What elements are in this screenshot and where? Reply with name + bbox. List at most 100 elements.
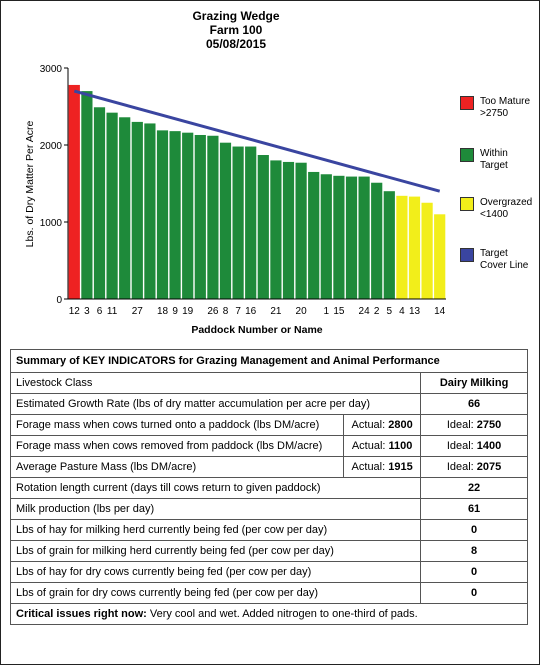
table-row: Rotation length current (days till cows … — [9, 477, 528, 499]
bar-4 — [119, 117, 131, 299]
x-tick-label: 1 — [324, 306, 330, 317]
x-tick-label: 19 — [182, 306, 194, 317]
x-tick-label: 21 — [270, 306, 282, 317]
bar-18 — [295, 162, 307, 299]
bar-7 — [156, 130, 169, 299]
legend-label-line: Target — [480, 248, 508, 259]
row-value: 0 — [420, 519, 528, 541]
bar-24 — [371, 182, 383, 299]
critical-issues: Critical issues right now: Very cool and… — [10, 603, 528, 625]
ideal-label: Ideal: — [446, 461, 477, 473]
row-label: Lbs of grain for milking herd currently … — [9, 540, 422, 562]
bar-1 — [81, 91, 93, 299]
legend-swatch — [460, 248, 474, 262]
bar-23 — [358, 176, 370, 299]
x-tick-label: 13 — [409, 306, 421, 317]
row-value: 22 — [420, 477, 528, 499]
actual-value: 2800 — [388, 419, 413, 431]
bar-14 — [245, 146, 257, 299]
row-label: Livestock Class — [9, 372, 422, 394]
legend-label-line: Cover Line — [480, 260, 529, 271]
legend-label-line: Target — [480, 160, 508, 171]
row-label: Lbs of hay for dry cows currently being … — [9, 561, 422, 583]
chart-title-line-1: Grazing Wedge — [192, 9, 280, 23]
row-value: 0 — [420, 561, 528, 583]
target-cover-line — [73, 89, 441, 193]
row-label: Lbs of grain for dry cows currently bein… — [9, 582, 422, 604]
row-label: Forage mass when cows removed from paddo… — [9, 435, 345, 457]
bar-16 — [270, 160, 282, 299]
ideal-cell: Ideal: 2075 — [420, 456, 528, 478]
actual-label: Actual: — [351, 461, 389, 473]
legend-label-line: Too Mature — [480, 96, 531, 107]
table-row: Forage mass when cows removed from paddo… — [9, 435, 528, 457]
table-row: Lbs of grain for dry cows currently bein… — [9, 582, 528, 604]
row-value: 8 — [420, 540, 528, 562]
bar-19 — [308, 171, 320, 299]
row-label: Rotation length current (days till cows … — [9, 477, 422, 499]
x-tick-label: 5 — [387, 306, 393, 317]
bars — [68, 84, 446, 300]
bar-21 — [333, 175, 345, 299]
x-tick-label: 20 — [296, 306, 308, 317]
table-title: Summary of KEY INDICATORS for Grazing Ma… — [10, 349, 528, 373]
chart-title: Grazing Wedge Farm 100 05/08/2015 — [1, 9, 471, 51]
ideal-value: 1400 — [476, 440, 502, 452]
x-tick-label: 24 — [359, 306, 371, 317]
row-value: Dairy Milking — [420, 372, 528, 394]
y-tick-label: 1000 — [40, 218, 63, 229]
x-tick-label: 3 — [84, 306, 90, 317]
bar-9 — [182, 132, 194, 299]
bar-3 — [106, 112, 118, 299]
x-tick-label: 2 — [374, 306, 380, 317]
table-row: Forage mass when cows turned onto a padd… — [9, 414, 528, 436]
critical-issues-label: Critical issues right now: — [16, 608, 150, 620]
x-axis-tick-labels: 12 3 6 11 27 18 9 19 26 8 7 16 21 20 1 15 24 2 5 4 13 14 — [69, 306, 446, 317]
y-tick-label: 0 — [56, 295, 62, 306]
critical-issues-row: Critical issues right now: Very cool and… — [10, 603, 528, 625]
row-value: 0 — [420, 582, 528, 604]
bar-22 — [345, 176, 358, 299]
x-tick-label: 15 — [333, 306, 345, 317]
row-label: Forage mass when cows turned onto a padd… — [9, 414, 345, 436]
row-label: Milk production (lbs per day) — [9, 498, 422, 520]
bar-15 — [257, 155, 269, 299]
x-tick-label: 27 — [132, 306, 144, 317]
chart-title-line-3: 05/08/2015 — [205, 37, 267, 51]
actual-cell: Actual: 1915 — [343, 456, 422, 478]
ideal-cell: Ideal: 1400 — [420, 435, 528, 457]
bar-29 — [434, 214, 446, 299]
bar-5 — [131, 121, 143, 300]
legend-swatch — [460, 148, 474, 162]
y-tick-label: 2000 — [40, 141, 63, 152]
table-row: Livestock Class Dairy Milking — [9, 372, 528, 394]
y-tick-label: 3000 — [40, 64, 63, 75]
x-tick-label: 16 — [245, 306, 257, 317]
row-label: Lbs of hay for milking herd currently be… — [9, 519, 422, 541]
ideal-value: 2750 — [476, 419, 502, 431]
chart-title-line-2: Farm 100 — [209, 23, 263, 37]
table-row: Lbs of grain for milking herd currently … — [9, 540, 528, 562]
row-label: Estimated Growth Rate (lbs of dry matter… — [9, 393, 422, 415]
x-tick-label: 14 — [434, 306, 446, 317]
actual-value: 1915 — [388, 461, 413, 473]
table-row: Milk production (lbs per day) 61 — [9, 498, 528, 520]
legend-label: Too Mature >2750 — [480, 96, 540, 120]
x-tick-label: 12 — [69, 306, 81, 317]
bar-28 — [421, 202, 433, 299]
grazing-wedge-chart: 0 1000 2000 3000 12 3 6 11 27 18 9 19 26 8 7 16 21 20 1 15… — [24, 64, 446, 336]
bar-13 — [232, 146, 244, 299]
legend-label: Overgrazed <1400 — [480, 197, 540, 221]
y-axis-ticks: 0 1000 2000 3000 — [40, 64, 68, 306]
bar-11 — [207, 135, 219, 299]
bar-12 — [219, 142, 232, 299]
table-row: Estimated Growth Rate (lbs of dry matter… — [9, 393, 528, 415]
key-indicators-table: Summary of KEY INDICATORS for Grazing Ma… — [9, 349, 528, 625]
legend-swatch — [460, 197, 474, 211]
bar-6 — [144, 123, 156, 299]
bar-8 — [169, 131, 181, 299]
bar-27 — [408, 196, 421, 299]
legend-label-line: Overgrazed — [480, 197, 533, 208]
legend-label-line: >2750 — [480, 108, 509, 119]
